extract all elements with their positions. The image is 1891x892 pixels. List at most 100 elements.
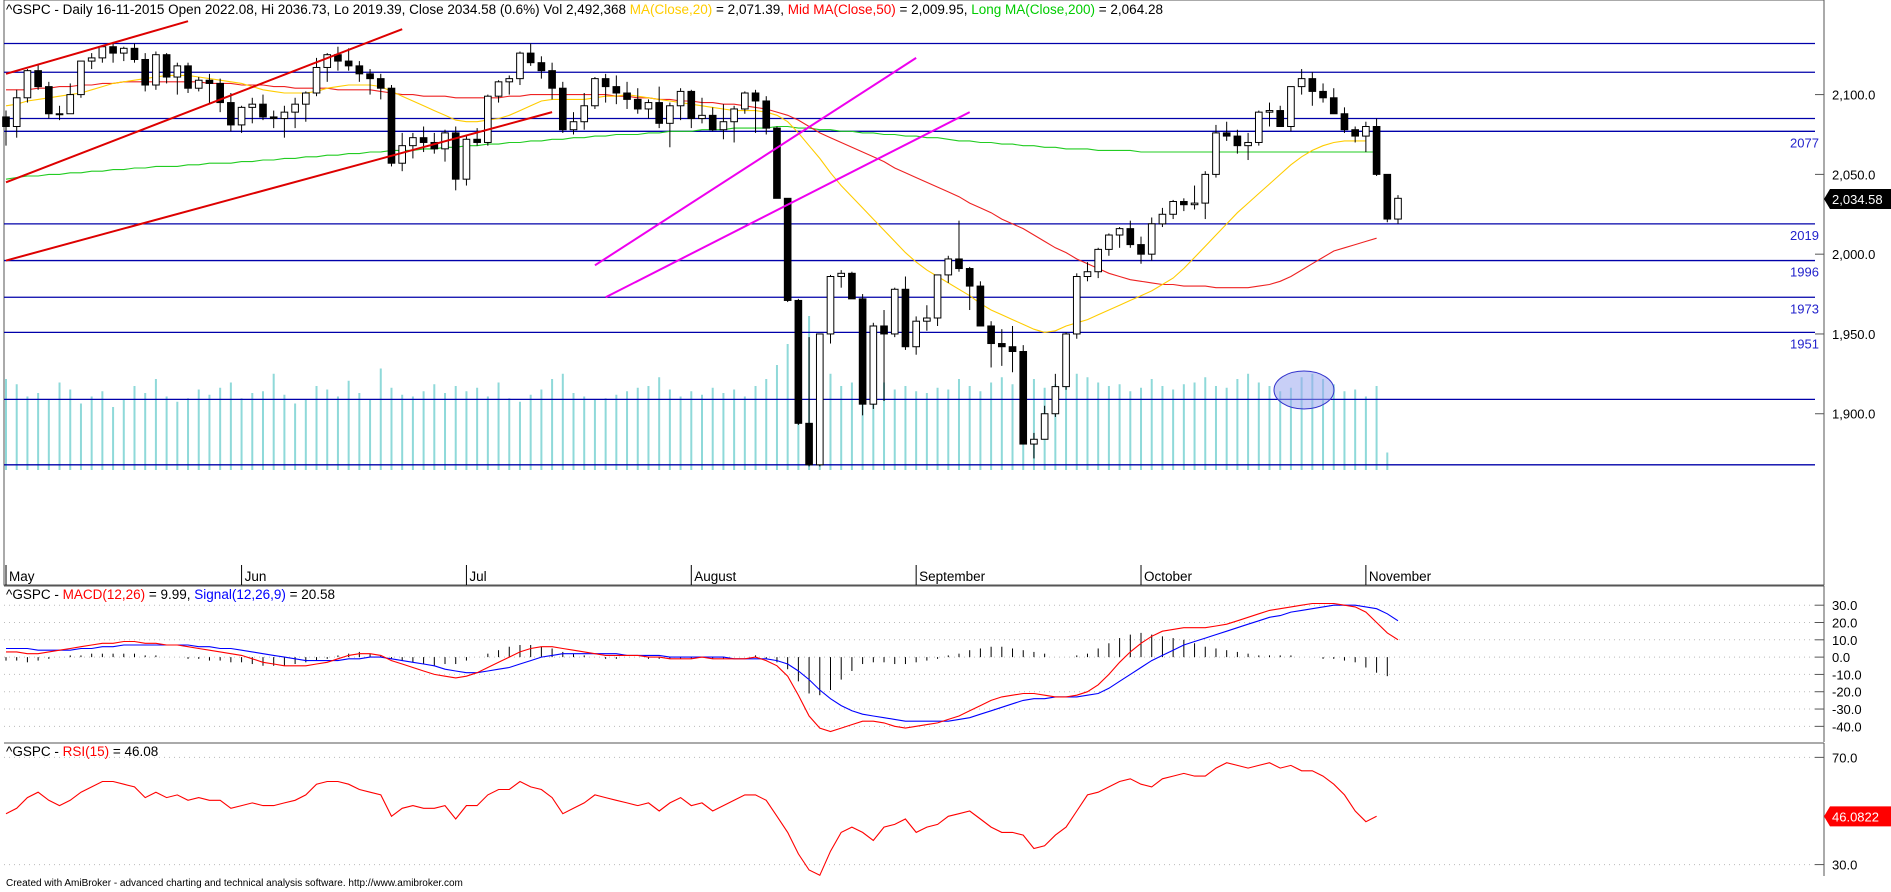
candle-body (623, 92, 631, 100)
ma20-legend-label: MA(Close,20) (630, 2, 713, 17)
macd-tick-label: -10.0 (1832, 667, 1862, 682)
candlesticks (2, 41, 1402, 467)
candle-body (269, 116, 278, 120)
candle-body (805, 422, 813, 466)
candle-body (194, 79, 203, 89)
candle-body (516, 52, 524, 80)
candle-body (837, 272, 846, 278)
candle-body (1383, 173, 1392, 220)
candle-body (1105, 234, 1113, 250)
month-label: November (1369, 569, 1432, 584)
price-pane-frame (3, 0, 1825, 586)
candle-body (505, 78, 514, 83)
candle-body (569, 121, 578, 131)
candle-body (419, 137, 428, 143)
highlight-ellipse (1273, 370, 1335, 410)
macd-tick-label: -40.0 (1832, 719, 1862, 734)
candle-body (976, 285, 985, 327)
candle-body (1340, 113, 1349, 131)
candle-body (1319, 90, 1327, 99)
candle-body (66, 94, 75, 115)
macd-header: ^GSPC - MACD(12,26) = 9.99, Signal(12,26… (6, 587, 335, 602)
candle-body (548, 70, 556, 89)
candle-body (34, 70, 42, 88)
candle-body (291, 103, 299, 113)
candle-body (1201, 173, 1210, 204)
red-trendline (5, 28, 403, 184)
candle-body (698, 114, 706, 120)
candle-body (1180, 201, 1188, 206)
candle-body (301, 92, 310, 105)
rsi-line (5, 762, 1377, 877)
candle-body (1212, 132, 1220, 175)
candle-body (751, 92, 760, 102)
candle-body (227, 102, 235, 126)
candle-body (965, 268, 974, 287)
candle-body (644, 102, 653, 110)
candle-body (955, 258, 963, 270)
rsi-header: ^GSPC - RSI(15) = 46.08 (6, 744, 158, 759)
candle-body (1094, 248, 1103, 273)
candle-body (912, 320, 920, 348)
candle-body (1254, 111, 1263, 143)
candle-body (1276, 110, 1285, 128)
rsi-pane: 70.0 30.0 46.0822 ^GSPC - RSI(15) = 46.08 (4, 742, 1891, 877)
macd-tick-label: 30.0 (1832, 598, 1857, 613)
candle-body (997, 343, 1006, 348)
candle-body (1394, 197, 1402, 220)
candle-body (130, 47, 139, 60)
candle-body (280, 111, 289, 120)
candle-body (355, 65, 364, 75)
candle-body (216, 82, 224, 104)
rsi-legend-value: = 46.08 (109, 744, 158, 759)
candle-body (741, 92, 749, 110)
candle-body (1115, 228, 1124, 236)
candle-body (633, 98, 642, 110)
candle-body (558, 87, 567, 131)
candle-body (1287, 86, 1295, 128)
candle-body (537, 62, 546, 72)
price-y-axis: 2,100.0 2,050.0 2,000.0 1,950.0 1,900.0 (1815, 88, 1875, 422)
candle-body (708, 114, 717, 131)
candle-body (173, 65, 182, 78)
magenta-trendline (594, 57, 917, 267)
candle-body (1265, 110, 1274, 113)
candle-body (409, 137, 417, 147)
rsi-last-flag (1824, 806, 1891, 827)
candle-body (794, 299, 803, 424)
level-label: 1951 (1790, 336, 1819, 351)
candle-body (773, 127, 781, 199)
candle-body (933, 274, 942, 319)
ma50-legend-label: Mid MA(Close,50) (788, 2, 896, 17)
candle-body (1040, 413, 1049, 440)
ma20-line (5, 74, 1366, 333)
candle-body (666, 105, 674, 124)
candle-body (591, 78, 599, 107)
candle-body (323, 54, 332, 68)
candle-body (1190, 202, 1199, 206)
macd-header-separator: - (51, 587, 63, 602)
rsi-last-marker: 46.0822 (1824, 806, 1891, 827)
red-trendline (5, 111, 553, 262)
candle-body (484, 95, 492, 143)
level-label: 1996 (1790, 265, 1819, 280)
last-price-marker: 2,034.58 (1824, 188, 1891, 209)
rsi-tick-label: 70.0 (1832, 750, 1857, 765)
rsi-tick-label: 30.0 (1832, 858, 1857, 873)
candle-body (848, 272, 856, 300)
candle-body (98, 46, 107, 59)
candle-body (858, 298, 867, 405)
candle-body (601, 78, 610, 88)
candle-body (259, 103, 267, 118)
candle-body (783, 197, 792, 301)
level-label: 1973 (1790, 301, 1819, 316)
rsi-grid (4, 756, 1815, 866)
macd-header-symbol: ^GSPC (6, 587, 51, 602)
candle-body (901, 288, 910, 348)
candle-body (2, 116, 10, 128)
candle-body (205, 79, 214, 84)
macd-grid (4, 604, 1815, 727)
macd-pane: 30.0 20.0 10.0 0.0 -10.0 -20.0 -30.0 -40.0 ^GSP… (4, 585, 1862, 742)
price-header-summary: - Daily 16-11-2015 Open 2022.08, Hi 2036… (51, 2, 626, 17)
price-tick-label: 1,900.0 (1832, 407, 1875, 422)
